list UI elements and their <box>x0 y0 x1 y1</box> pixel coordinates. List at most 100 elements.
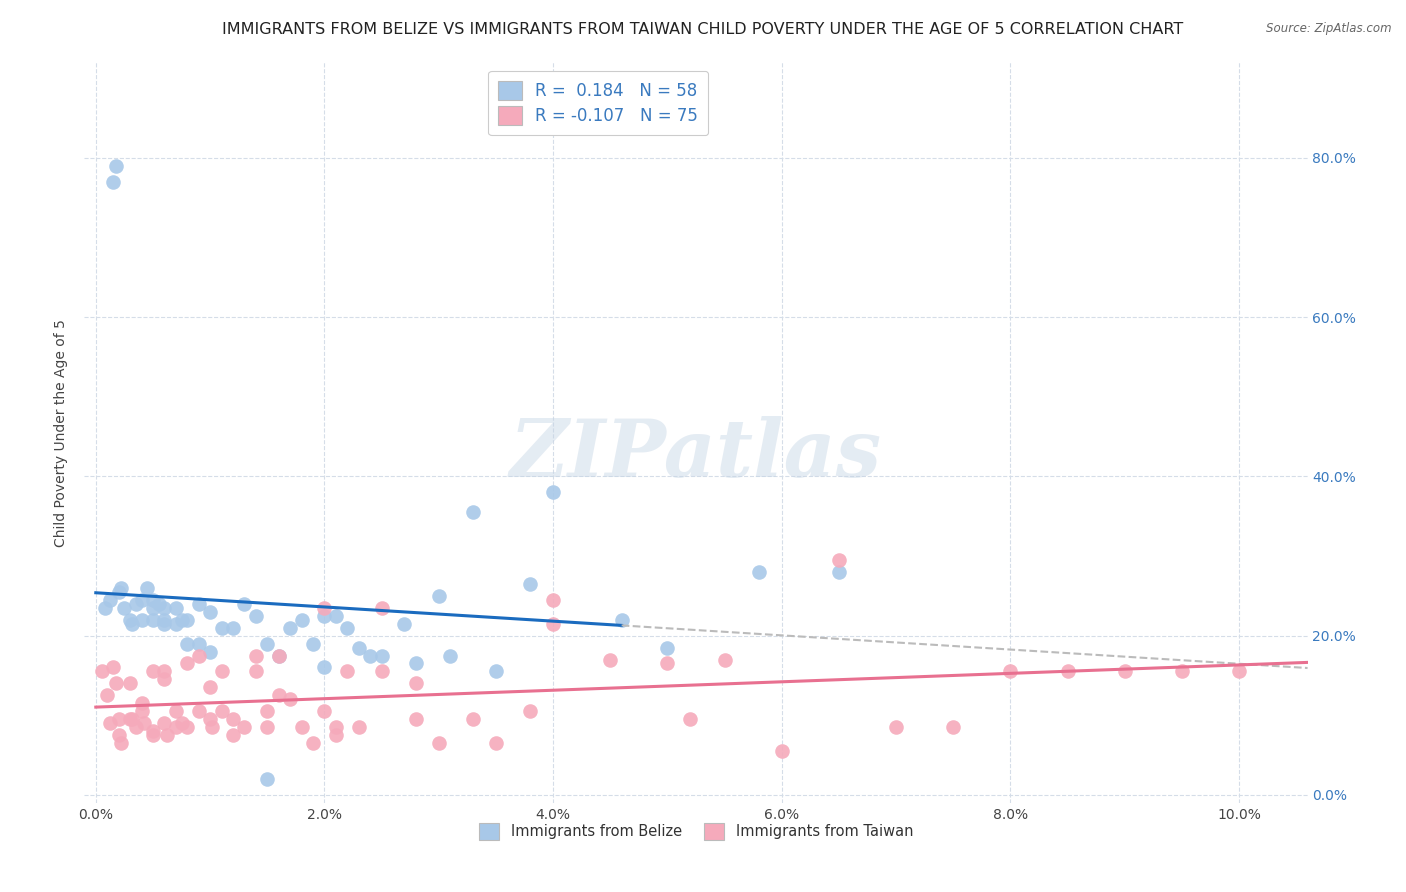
Point <box>336 665 359 679</box>
Point <box>153 600 176 615</box>
Point <box>1000 665 1022 679</box>
Text: IMMIGRANTS FROM BELIZE VS IMMIGRANTS FROM TAIWAN CHILD POVERTY UNDER THE AGE OF : IMMIGRANTS FROM BELIZE VS IMMIGRANTS FRO… <box>222 22 1184 37</box>
Point <box>187 597 209 611</box>
Point <box>405 657 427 671</box>
Point <box>427 736 450 750</box>
Point <box>153 665 176 679</box>
Point <box>256 772 278 786</box>
Point <box>142 728 165 742</box>
Point <box>211 704 233 718</box>
Point <box>370 665 392 679</box>
Point <box>105 159 128 173</box>
Point <box>1227 665 1250 679</box>
Point <box>336 621 359 635</box>
Point <box>142 665 165 679</box>
Point <box>132 716 155 731</box>
Point <box>314 660 336 674</box>
Point <box>394 616 416 631</box>
Point <box>107 712 129 726</box>
Point <box>256 704 278 718</box>
Point <box>153 613 176 627</box>
Point <box>142 724 165 739</box>
Point <box>748 565 770 579</box>
Point <box>541 592 564 607</box>
Point <box>120 712 142 726</box>
Point <box>176 637 198 651</box>
Point <box>198 712 221 726</box>
Point <box>120 676 142 690</box>
Point <box>828 565 851 579</box>
Point <box>131 592 153 607</box>
Point <box>222 621 245 635</box>
Point <box>256 720 278 734</box>
Point <box>233 597 256 611</box>
Point <box>541 616 564 631</box>
Point <box>198 605 221 619</box>
Point <box>290 720 312 734</box>
Point <box>211 665 233 679</box>
Point <box>278 692 301 706</box>
Point <box>121 712 143 726</box>
Point <box>222 728 245 742</box>
Point <box>347 720 370 734</box>
Point <box>325 608 347 623</box>
Point <box>245 648 267 663</box>
Point <box>267 648 290 663</box>
Point <box>131 613 153 627</box>
Point <box>439 648 461 663</box>
Point <box>107 584 129 599</box>
Point <box>148 597 170 611</box>
Point <box>153 616 176 631</box>
Point <box>136 581 159 595</box>
Point <box>201 720 224 734</box>
Point <box>125 720 148 734</box>
Point <box>187 648 209 663</box>
Point <box>131 696 153 710</box>
Point <box>828 553 851 567</box>
Point <box>101 660 124 674</box>
Point <box>405 712 427 726</box>
Point <box>90 665 112 679</box>
Point <box>314 608 336 623</box>
Point <box>121 616 143 631</box>
Legend: Immigrants from Belize, Immigrants from Taiwan: Immigrants from Belize, Immigrants from … <box>471 816 921 847</box>
Point <box>176 613 198 627</box>
Point <box>245 608 267 623</box>
Point <box>942 720 965 734</box>
Point <box>359 648 381 663</box>
Point <box>142 592 165 607</box>
Point <box>1056 665 1078 679</box>
Point <box>131 704 153 718</box>
Point <box>110 736 132 750</box>
Text: ZIPatlas: ZIPatlas <box>510 416 882 493</box>
Point <box>165 616 187 631</box>
Point <box>302 736 325 750</box>
Point <box>142 600 165 615</box>
Point <box>713 652 735 666</box>
Point <box>519 704 541 718</box>
Point <box>347 640 370 655</box>
Point <box>211 621 233 635</box>
Point <box>427 589 450 603</box>
Point <box>278 621 301 635</box>
Point <box>198 644 221 658</box>
Point <box>541 485 564 500</box>
Point <box>233 720 256 734</box>
Point <box>98 716 121 731</box>
Point <box>142 613 165 627</box>
Point <box>187 704 209 718</box>
Point <box>120 613 142 627</box>
Point <box>176 657 198 671</box>
Point <box>112 600 135 615</box>
Point <box>96 689 118 703</box>
Text: Source: ZipAtlas.com: Source: ZipAtlas.com <box>1267 22 1392 36</box>
Point <box>267 648 290 663</box>
Point <box>222 712 245 726</box>
Point <box>110 581 132 595</box>
Point <box>245 665 267 679</box>
Point <box>485 736 508 750</box>
Point <box>461 505 484 519</box>
Point <box>370 600 392 615</box>
Point <box>176 720 198 734</box>
Point <box>519 577 541 591</box>
